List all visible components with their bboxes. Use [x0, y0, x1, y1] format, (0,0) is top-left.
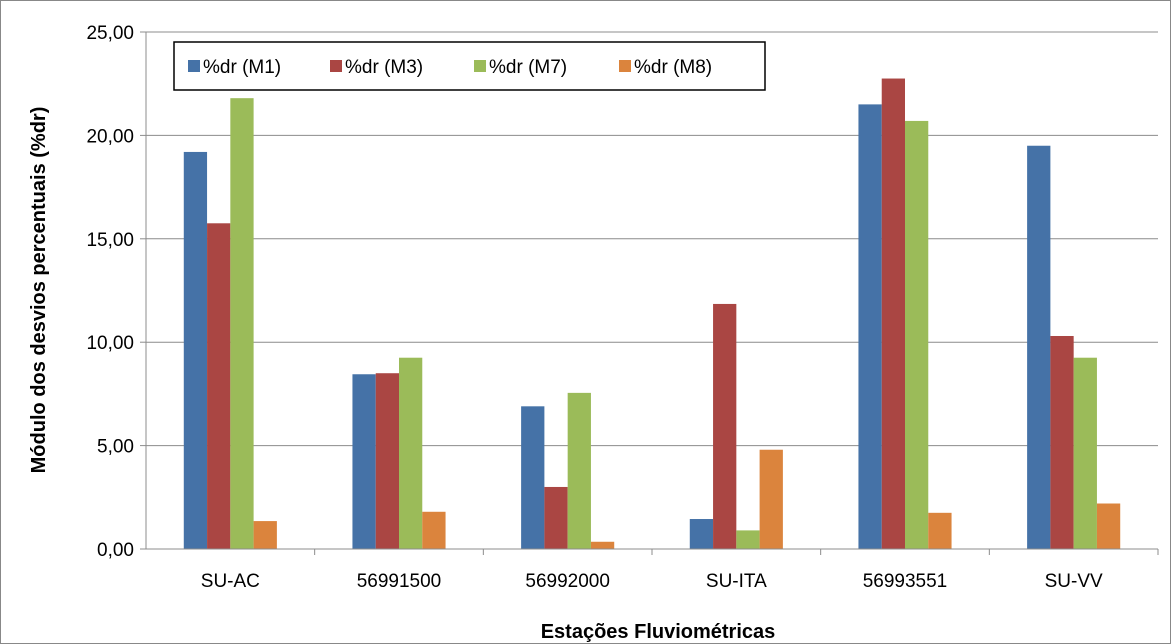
legend-label: %dr (M8) [634, 57, 712, 78]
bar [399, 357, 423, 549]
legend: %dr (M1) %dr (M3) %dr (M7) %dr (M8) [173, 41, 766, 91]
bar [567, 392, 591, 549]
y-tick-label: 15,00 [86, 230, 134, 251]
legend-swatch [188, 60, 200, 72]
y-tick-label: 10,00 [86, 333, 134, 354]
bar [858, 104, 882, 549]
bar [352, 374, 376, 549]
bar [375, 373, 399, 549]
bar [1096, 503, 1121, 549]
x-tick-label: 56991500 [357, 571, 442, 592]
y-tick-label: 5,00 [97, 437, 134, 458]
y-tick-label: 20,00 [86, 126, 134, 147]
gridlines [146, 31, 1158, 447]
legend-label: %dr (M1) [203, 57, 281, 78]
y-tick-label: 0,00 [97, 540, 134, 561]
bar [183, 151, 208, 549]
x-tick-label: SU-AC [201, 571, 260, 592]
legend-label: %dr (M3) [345, 57, 423, 78]
x-axis-title: Estações Fluviométricas [541, 621, 776, 643]
bar [689, 519, 714, 549]
bar [590, 541, 615, 549]
bar [230, 98, 254, 550]
bar [422, 511, 446, 549]
legend-label: %dr (M7) [489, 57, 567, 78]
bar [759, 449, 783, 549]
bar [713, 303, 737, 549]
bar [521, 406, 545, 549]
bar [1073, 357, 1097, 549]
bar [207, 223, 231, 550]
bar [253, 521, 277, 549]
y-tick-label: 25,00 [86, 23, 134, 44]
legend-swatch [330, 60, 342, 72]
bar [1050, 335, 1074, 549]
bar [544, 486, 568, 549]
x-tick-label: 56992000 [525, 571, 610, 592]
legend-swatch [619, 60, 631, 72]
bars [183, 78, 1121, 550]
axes: 0,00 5,00 10,00 15,00 20,00 25,00 SU-AC 5699150… [86, 23, 1159, 592]
bar [928, 512, 952, 549]
y-axis-title: Módulo dos desvios percentuais (%dr) [28, 107, 50, 474]
x-tick-label: SU-VV [1045, 571, 1103, 592]
bar [1027, 145, 1051, 550]
legend-swatch [474, 60, 486, 72]
legend-box [173, 41, 766, 91]
x-tick-label: SU-ITA [706, 571, 767, 592]
bar [905, 120, 929, 549]
x-tick-label: 56993551 [863, 571, 948, 592]
bar [881, 78, 905, 549]
bar [736, 530, 760, 549]
